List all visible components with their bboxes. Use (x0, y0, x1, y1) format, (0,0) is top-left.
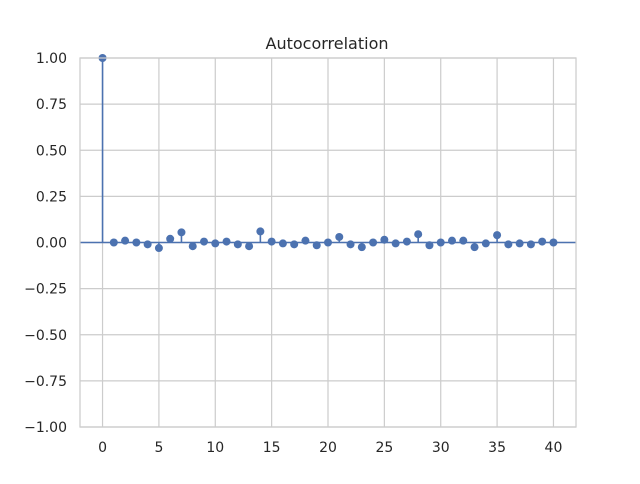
acf-point (188, 242, 197, 251)
chart-title: Autocorrelation (266, 34, 389, 53)
acf-point (459, 236, 468, 245)
x-tick-label: 5 (154, 440, 163, 456)
acf-point (414, 230, 423, 239)
acf-point (470, 243, 479, 252)
acf-point (448, 236, 456, 245)
y-tick-label: 0.25 (36, 189, 67, 205)
y-tick-label: −1.00 (24, 420, 67, 436)
x-tick-label: 0 (98, 440, 107, 456)
acf-point (549, 238, 558, 247)
acf-point (143, 240, 152, 249)
acf-point (425, 241, 434, 250)
y-tick-label: 1.00 (36, 51, 67, 67)
y-tick-label: 0.00 (36, 236, 67, 252)
marker-layer (98, 54, 558, 253)
x-tick-label: 10 (206, 440, 224, 456)
acf-point (481, 239, 490, 248)
acf-point (515, 239, 524, 248)
y-tick-label: −0.75 (24, 374, 67, 390)
acf-point (324, 238, 332, 247)
acf-point (335, 232, 344, 241)
acf-point (121, 236, 130, 245)
acf-point (301, 236, 310, 245)
acf-point (211, 239, 220, 248)
acf-point (222, 237, 231, 246)
plot-frame (79, 57, 577, 428)
acf-point (200, 237, 208, 246)
x-tick-label: 30 (432, 440, 450, 456)
x-tick-label: 15 (263, 440, 281, 456)
acf-point (504, 240, 513, 249)
acf-point (290, 240, 299, 249)
acf-point (233, 240, 242, 249)
acf-point (346, 240, 355, 249)
acf-point (526, 240, 535, 249)
tick-label-layer: 0 5 10 15 20 25 30 35 40 −1.00 −0.75 −0.50 −0.25 0.00… (24, 51, 562, 456)
acf-point (267, 237, 276, 246)
acf-point (380, 235, 389, 244)
acf-point (109, 238, 118, 247)
acf-point (391, 239, 400, 248)
y-tick-label: −0.50 (24, 328, 67, 344)
y-tick-label: 0.75 (36, 97, 67, 113)
acf-point (436, 238, 445, 247)
plot-border (79, 57, 577, 428)
x-tick-label: 35 (488, 440, 506, 456)
x-tick-label: 20 (319, 440, 337, 456)
acf-point (154, 244, 163, 253)
acf-point (177, 228, 186, 237)
acf-point (245, 242, 254, 251)
acf-point (256, 227, 265, 236)
acf-point (357, 243, 366, 252)
acf-point (166, 234, 175, 243)
acf-point (538, 237, 547, 246)
acf-point (278, 239, 287, 248)
acf-point (132, 238, 141, 247)
acf-point (493, 231, 502, 240)
y-tick-label: −0.25 (24, 282, 67, 298)
acf-point (402, 237, 411, 246)
x-tick-label: 40 (545, 440, 563, 456)
acf-point (369, 238, 378, 247)
acf-point (312, 241, 321, 250)
x-tick-label: 25 (375, 440, 393, 456)
y-tick-label: 0.50 (36, 143, 67, 159)
